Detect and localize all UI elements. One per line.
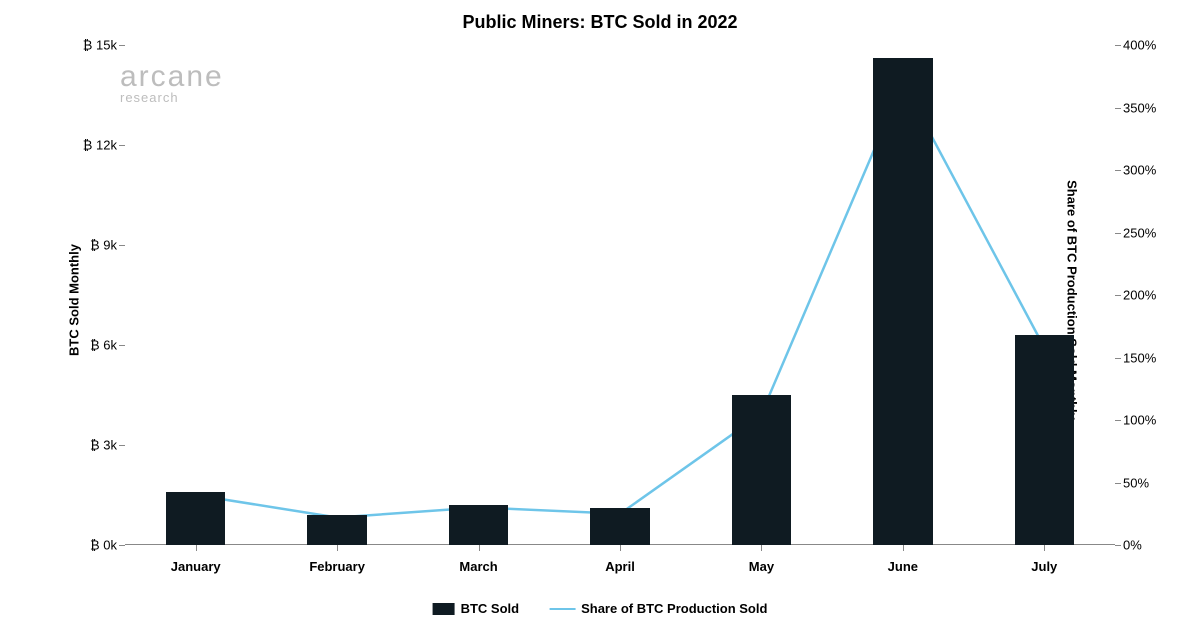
- legend-item-bars: BTC Sold: [433, 601, 520, 616]
- plot-area: ₿ 0k₿ 3k₿ 6k₿ 9k₿ 12k₿ 15k0%50%100%150%2…: [125, 45, 1115, 545]
- y-left-tick-label: ₿ 12k: [83, 138, 117, 153]
- x-tick: [479, 545, 480, 551]
- x-tick-label: February: [309, 559, 365, 574]
- y-right-tick: [1115, 358, 1121, 359]
- x-tick-label: January: [171, 559, 221, 574]
- chart-legend: BTC Sold Share of BTC Production Sold: [433, 601, 768, 616]
- x-tick-label: May: [749, 559, 774, 574]
- x-tick-label: April: [605, 559, 635, 574]
- line-chart-svg: [125, 45, 1115, 545]
- y-right-tick-label: 300%: [1123, 163, 1156, 178]
- x-tick: [620, 545, 621, 551]
- x-tick-label: March: [459, 559, 497, 574]
- legend-line-swatch: [549, 608, 575, 610]
- y-right-tick: [1115, 108, 1121, 109]
- y-right-tick-label: 0%: [1123, 538, 1142, 553]
- legend-item-line: Share of BTC Production Sold: [549, 601, 767, 616]
- y-left-tick-label: ₿ 0k: [90, 538, 117, 553]
- y-left-tick-label: ₿ 15k: [83, 38, 117, 53]
- y-right-tick: [1115, 483, 1121, 484]
- y-left-tick: [119, 545, 125, 546]
- y-left-tick: [119, 45, 125, 46]
- bar: [449, 505, 508, 545]
- y-right-tick: [1115, 545, 1121, 546]
- y-right-tick-label: 150%: [1123, 350, 1156, 365]
- y-right-tick-label: 350%: [1123, 100, 1156, 115]
- y-right-tick-label: 100%: [1123, 413, 1156, 428]
- x-tick: [903, 545, 904, 551]
- y-right-tick: [1115, 170, 1121, 171]
- y-axis-left-label: BTC Sold Monthly: [66, 244, 81, 356]
- y-left-tick-label: ₿ 6k: [90, 338, 117, 353]
- legend-bar-swatch: [433, 603, 455, 615]
- y-right-tick-label: 50%: [1123, 475, 1149, 490]
- y-left-tick-label: ₿ 3k: [90, 438, 117, 453]
- y-left-tick-label: ₿ 9k: [90, 238, 117, 253]
- x-tick: [337, 545, 338, 551]
- bar: [590, 508, 649, 545]
- legend-line-label: Share of BTC Production Sold: [581, 601, 767, 616]
- y-left-tick: [119, 445, 125, 446]
- y-right-tick-label: 400%: [1123, 38, 1156, 53]
- bar: [1015, 335, 1074, 545]
- y-right-tick: [1115, 45, 1121, 46]
- bar: [873, 58, 932, 545]
- x-tick: [196, 545, 197, 551]
- y-right-tick-label: 250%: [1123, 225, 1156, 240]
- bar: [732, 395, 791, 545]
- y-right-tick: [1115, 295, 1121, 296]
- y-right-tick-label: 200%: [1123, 288, 1156, 303]
- x-tick-label: July: [1031, 559, 1057, 574]
- y-right-tick: [1115, 420, 1121, 421]
- bar: [166, 492, 225, 545]
- y-left-tick: [119, 245, 125, 246]
- chart-title: Public Miners: BTC Sold in 2022: [0, 0, 1200, 33]
- x-tick-label: June: [888, 559, 918, 574]
- y-left-tick: [119, 145, 125, 146]
- y-left-tick: [119, 345, 125, 346]
- legend-bar-label: BTC Sold: [461, 601, 520, 616]
- x-tick: [1044, 545, 1045, 551]
- bar: [307, 515, 366, 545]
- x-tick: [761, 545, 762, 551]
- y-right-tick: [1115, 233, 1121, 234]
